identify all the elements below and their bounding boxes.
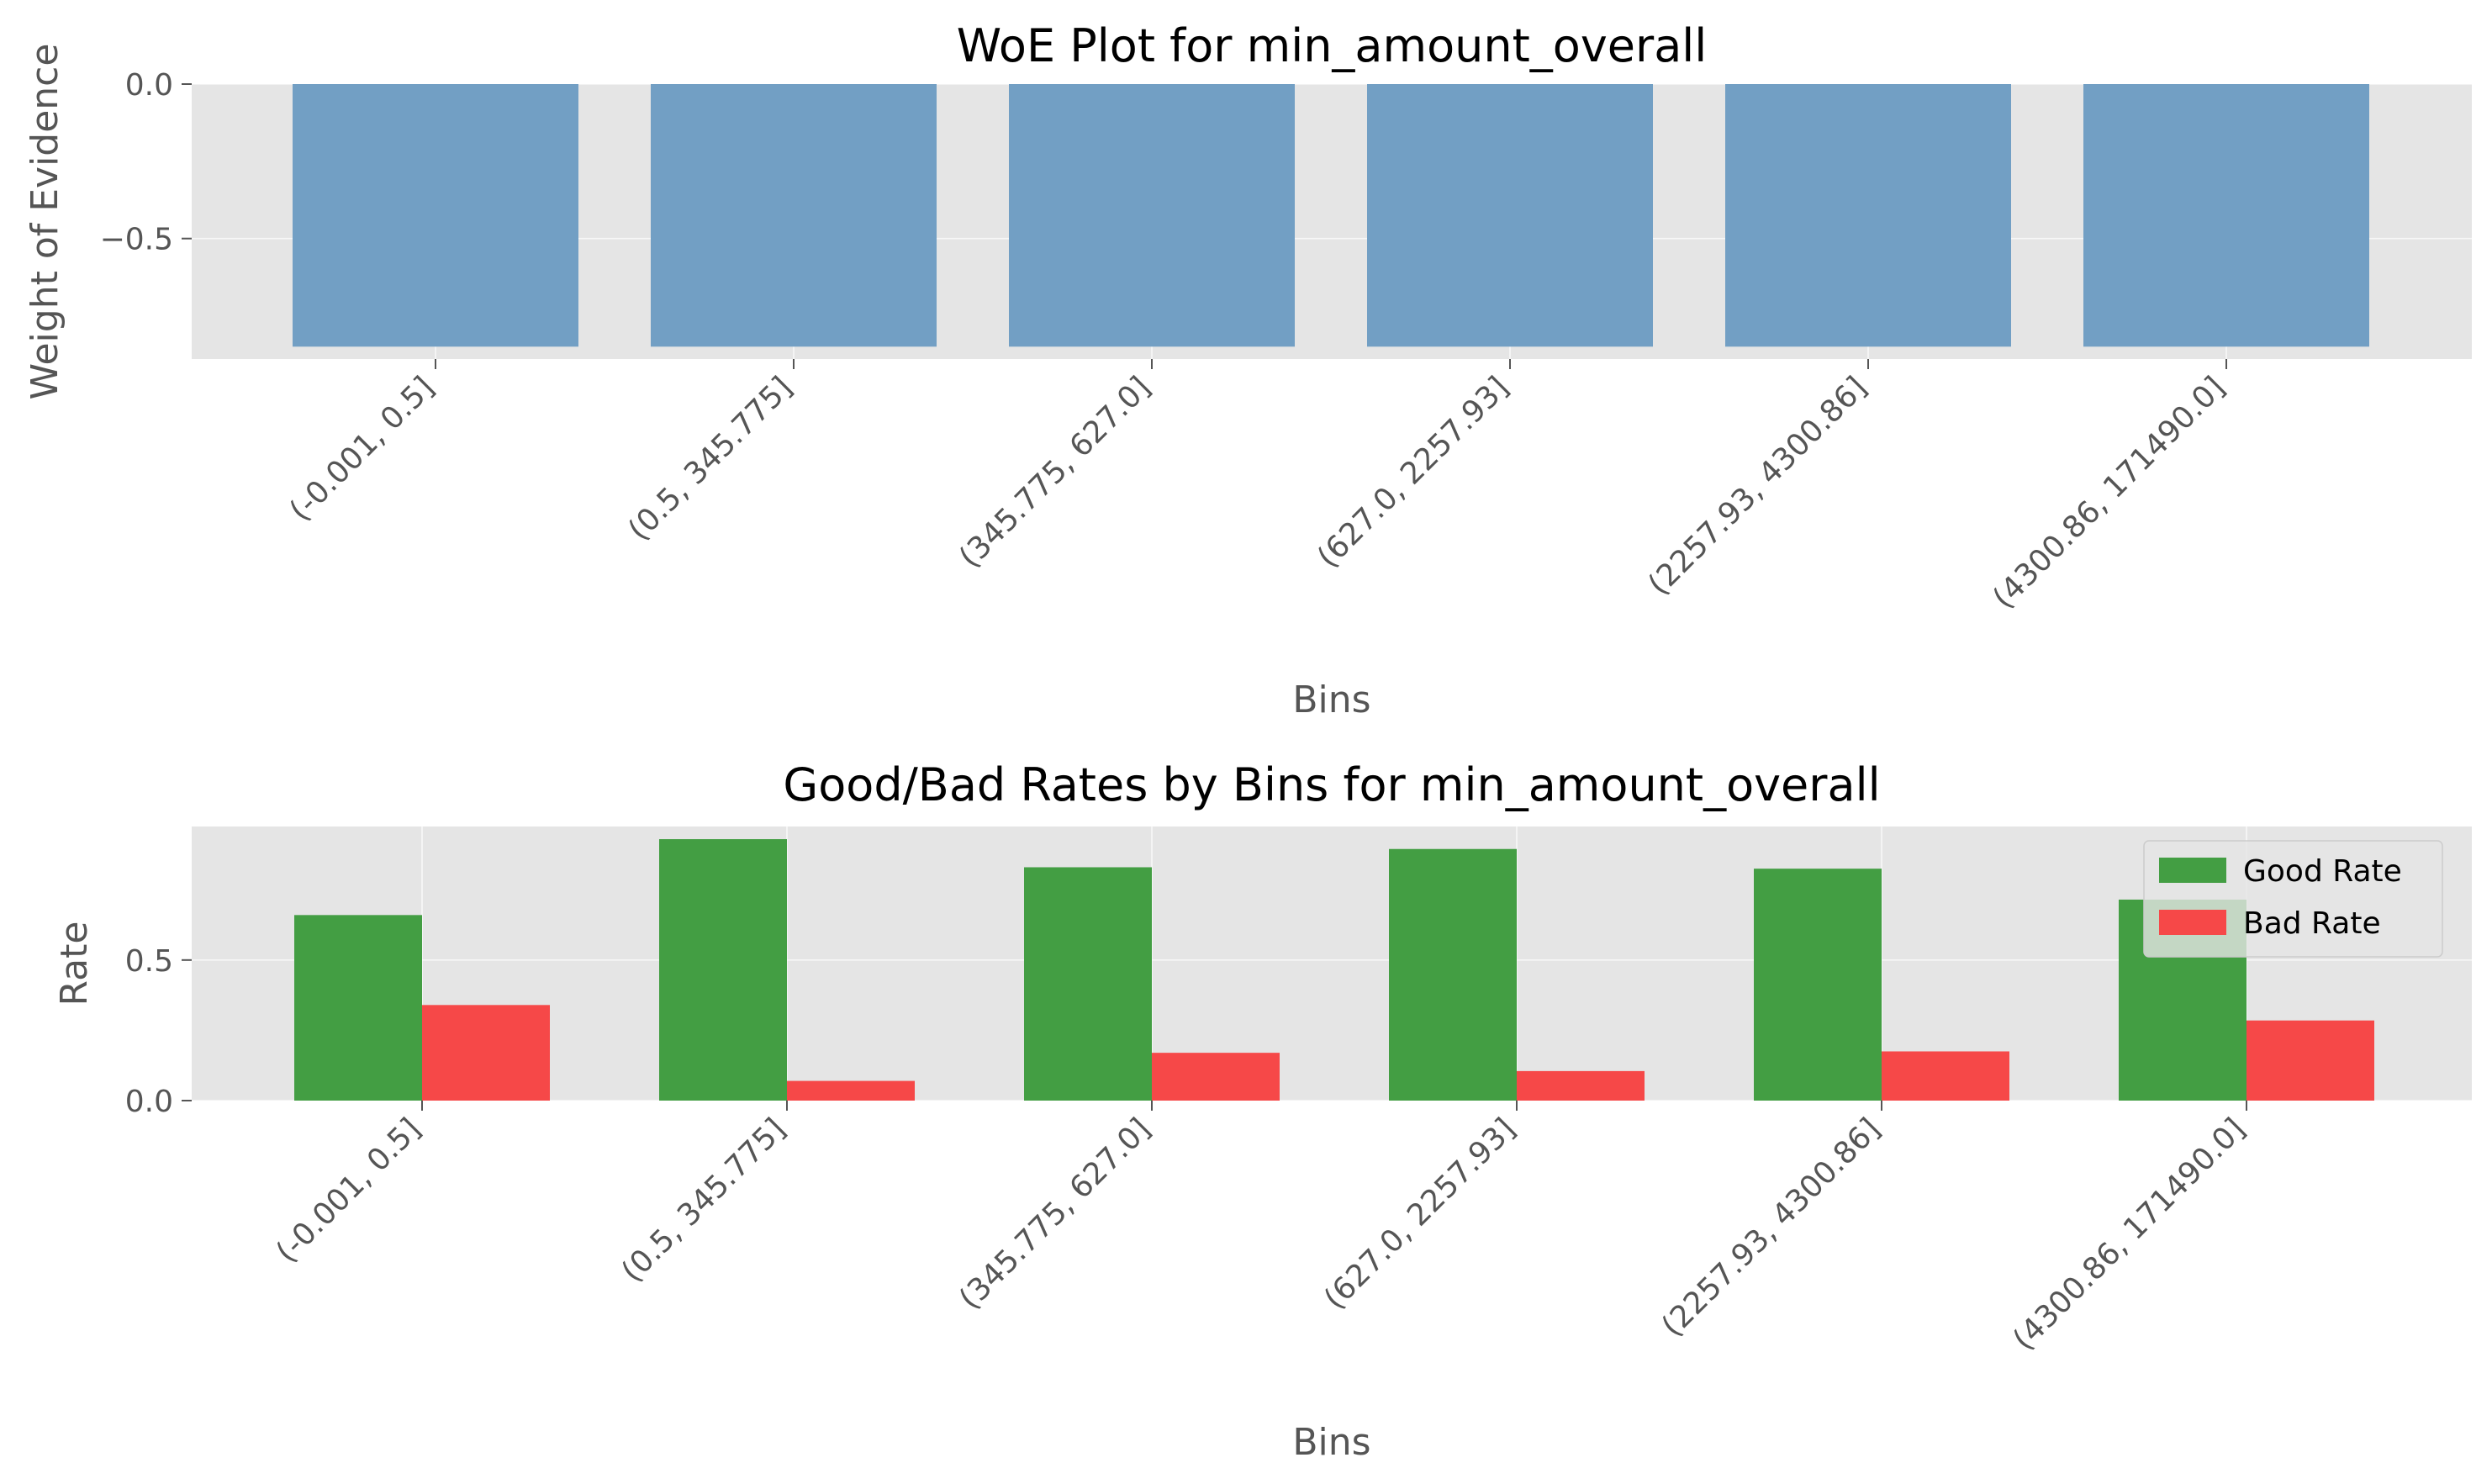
good-bad-rates-plot: 0.0 0.5 (-0.001, 0.5] (0.5, 345.775] (345.77… xyxy=(53,758,2472,1464)
good-rate-bar xyxy=(294,915,422,1101)
x-tick-label: (627.0, 2257.93] xyxy=(1317,1112,1522,1316)
x-tick-label: (2257.93, 4300.86] xyxy=(1655,1112,1887,1344)
y-axis-label: Weight of Evidence xyxy=(24,44,66,400)
x-tick-label: (0.5, 345.775] xyxy=(615,1112,793,1289)
chart-title: WoE Plot for min_amount_overall xyxy=(957,19,1708,72)
bad-rate-bar xyxy=(1152,1053,1280,1101)
x-axis-label: Bins xyxy=(1292,1421,1370,1464)
good-rate-bar xyxy=(1389,848,1517,1101)
legend-swatch-bad-rate xyxy=(2159,910,2226,935)
x-tick-label: (345.775, 627.0] xyxy=(953,1112,1157,1316)
x-tick-label: (4300.86, 171490.0] xyxy=(2007,1112,2252,1357)
bad-rate-bar xyxy=(787,1080,915,1101)
x-axis-label: Bins xyxy=(1292,679,1370,721)
good-rate-bar xyxy=(1754,869,1882,1101)
x-tick-label: (627.0, 2257.93] xyxy=(1311,370,1515,574)
legend-label-bad-rate: Bad Rate xyxy=(2243,906,2381,941)
good-rate-bar xyxy=(659,839,787,1101)
y-tick-label: 0.0 xyxy=(125,68,173,103)
legend-label-good-rate: Good Rate xyxy=(2243,854,2402,889)
bad-rate-bar xyxy=(2246,1020,2374,1101)
woe-bar xyxy=(651,84,937,347)
plot-area xyxy=(192,826,2472,1101)
x-tick-label: (2257.93, 4300.86] xyxy=(1642,370,1874,602)
woe-bar xyxy=(1725,84,2011,347)
y-tick-label: 0.5 xyxy=(125,944,173,979)
x-tick-label: (4300.86, 171490.0] xyxy=(1987,370,2232,615)
x-tick-label: (-0.001, 0.5] xyxy=(283,370,441,528)
y-tick-label: 0.0 xyxy=(125,1085,173,1119)
good-rate-bar xyxy=(1024,867,1152,1101)
woe-bar xyxy=(293,84,578,347)
x-tick-label: (-0.001, 0.5] xyxy=(270,1112,428,1270)
x-tick-label: (0.5, 345.775] xyxy=(622,370,800,547)
x-tick-label: (345.775, 627.0] xyxy=(953,370,1157,574)
woe-bar xyxy=(2083,84,2369,347)
woe-plot: 0.0 −0.5 (-0.001, 0.5] (0.5, 345.775] (345.7… xyxy=(24,19,2472,721)
woe-bar xyxy=(1009,84,1295,347)
bad-rate-bar xyxy=(422,1005,550,1101)
bad-rate-bar xyxy=(1517,1070,1645,1101)
legend-swatch-good-rate xyxy=(2159,858,2226,883)
y-axis-label: Rate xyxy=(53,922,96,1006)
y-tick-label: −0.5 xyxy=(100,223,173,257)
woe-bar xyxy=(1367,84,1653,347)
bad-rate-bar xyxy=(1882,1051,2009,1101)
chart-title: Good/Bad Rates by Bins for min_amount_ov… xyxy=(783,758,1880,811)
